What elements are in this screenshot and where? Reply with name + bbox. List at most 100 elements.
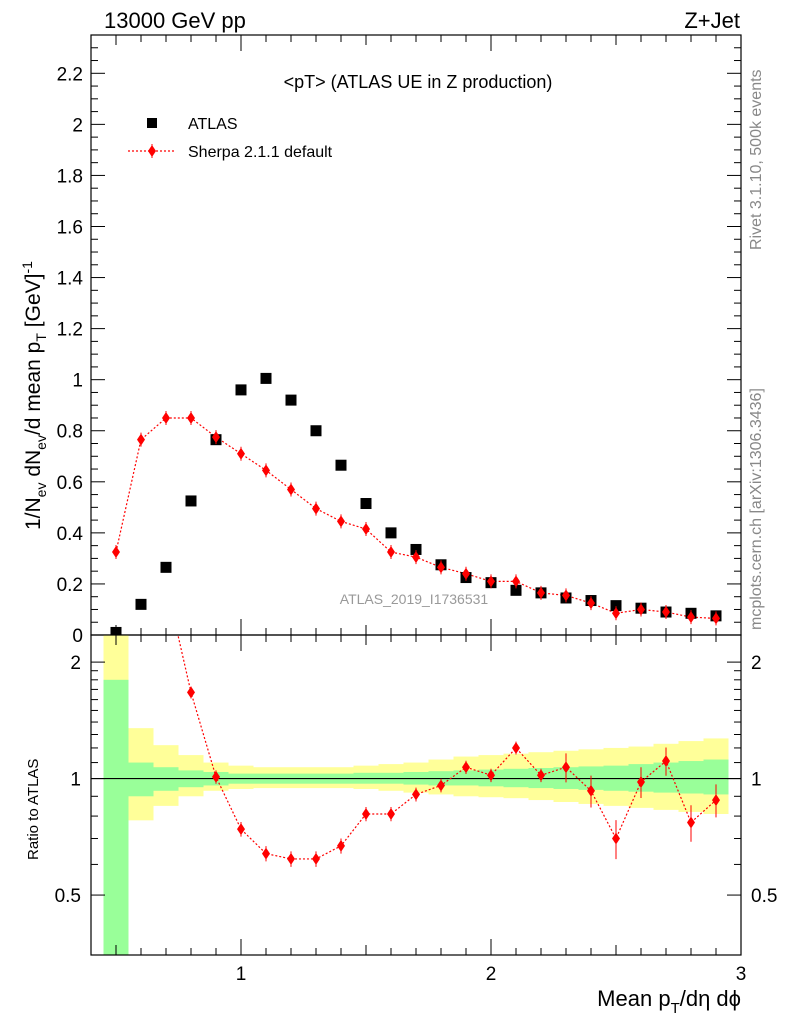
ratio-ytick-label: 1 — [70, 770, 81, 791]
legend: ATLAS Sherpa 2.1.1 default — [128, 116, 333, 161]
band-inner — [678, 761, 704, 794]
ratio-series-group — [177, 635, 720, 867]
sherpa-point — [512, 575, 520, 588]
ratio-point — [287, 852, 295, 865]
sherpa-point — [187, 411, 195, 424]
sherpa-point — [262, 464, 270, 477]
rivet-label: Rivet 3.1.10, 500k events — [748, 69, 765, 250]
ratio-xtick-label: 3 — [736, 964, 747, 985]
ratio-point — [462, 761, 470, 774]
main-ytick-label: 1.2 — [57, 320, 83, 341]
ratio-xtick-label: 2 — [486, 964, 497, 985]
header-right: Z+Jet — [684, 8, 740, 33]
ratio-ticks: 0.5 0.5 1 1 2 2 1 2 3 — [55, 635, 777, 985]
atlas-point — [185, 495, 197, 507]
main-ytick-label: 1.8 — [57, 166, 83, 187]
sherpa-point — [587, 597, 595, 610]
ratio-point — [612, 832, 620, 845]
sherpa-line — [115, 417, 717, 620]
sherpa-point — [487, 575, 495, 588]
atlas-point — [310, 425, 322, 437]
main-ytick-label: 0 — [72, 626, 83, 647]
atlas-point — [235, 384, 247, 396]
sherpa-point — [437, 561, 445, 574]
main-ytick-label: 2 — [72, 115, 83, 136]
legend-atlas-label: ATLAS — [188, 116, 238, 133]
ratio-point — [587, 784, 595, 797]
band-inner — [103, 679, 129, 955]
ratio-ytick-label-right: 0.5 — [751, 886, 777, 907]
main-panel: 0 0.2 0.4 0.6 0.8 1 1.2 1.4 1.6 1.8 2 2.2 <pT> (ATL… — [19, 34, 742, 647]
ratio-marks — [177, 635, 720, 867]
atlas-point — [135, 598, 147, 610]
legend-sherpa-marker — [148, 145, 156, 157]
sherpa-point — [312, 502, 320, 515]
atlas-point — [335, 459, 347, 471]
legend-sherpa-label: Sherpa 2.1.1 default — [188, 144, 333, 161]
main-ylabel: 1/Nev dNev/d mean pT [GeV]-1 — [19, 261, 49, 530]
ratio-point — [262, 847, 270, 860]
main-ytick-label: 1.4 — [57, 269, 84, 290]
ratio-xtick-label: 1 — [236, 964, 247, 985]
atlas-point — [510, 584, 522, 596]
atlas-point — [610, 600, 622, 612]
atlas-point — [410, 543, 422, 555]
ratio-ytick-label: 2 — [70, 653, 81, 674]
band-inner — [453, 770, 479, 786]
main-ytick-label: 1.6 — [57, 217, 83, 238]
ratio-ytick-label-right: 1 — [751, 770, 762, 791]
main-ytick-label: 0.8 — [57, 422, 83, 443]
ratio-point — [337, 839, 345, 852]
atlas-point — [360, 498, 372, 510]
ratio-point — [387, 807, 395, 820]
ratio-point — [362, 807, 370, 820]
sherpa-point — [712, 612, 720, 625]
ratio-xlabel: Mean pT/dη dϕ — [597, 986, 741, 1017]
band-inner — [128, 762, 154, 797]
sherpa-point — [562, 589, 570, 602]
atlas-point — [285, 394, 297, 406]
ratio-point — [537, 769, 545, 782]
ratio-frame — [90, 634, 742, 956]
sherpa-point — [112, 546, 120, 559]
sherpa-point — [212, 431, 220, 444]
sherpa-point — [137, 433, 145, 446]
main-ytick-label: 2.2 — [57, 64, 83, 85]
sherpa-point — [662, 606, 670, 619]
legend-atlas-marker — [147, 118, 157, 128]
ratio-point — [437, 779, 445, 792]
ratio-ytick-label: 0.5 — [55, 886, 81, 907]
atlas-point — [160, 561, 172, 573]
ratio-point — [712, 794, 720, 807]
ratio-point — [487, 769, 495, 782]
ratio-point — [237, 823, 245, 836]
main-ytick-label: 1 — [72, 371, 83, 392]
sherpa-point — [162, 411, 170, 424]
sherpa-point — [412, 551, 420, 564]
sherpa-point — [337, 515, 345, 528]
main-marks — [110, 372, 722, 638]
ratio-point — [512, 741, 520, 754]
ratio-ytick-label-right: 2 — [751, 653, 762, 674]
atlas-point — [260, 372, 272, 384]
ratio-point — [562, 761, 570, 774]
main-ytick-label: 0.6 — [57, 473, 83, 494]
main-title: <pT> (ATLAS UE in Z production) — [284, 72, 553, 92]
sherpa-point — [687, 611, 695, 624]
ratio-point — [187, 686, 195, 699]
sherpa-point — [537, 586, 545, 599]
sherpa-point — [387, 546, 395, 559]
main-ticks: 0 0.2 0.4 0.6 0.8 1 1.2 1.4 1.6 1.8 2 2.2 — [57, 34, 741, 647]
mcplots-label: mcplots.cern.ch [arXiv:1306.3436] — [748, 388, 765, 630]
main-ytick-label: 0.2 — [57, 575, 83, 596]
ratio-point — [637, 775, 645, 788]
header-left: 13000 GeV pp — [104, 8, 246, 33]
sherpa-point — [237, 447, 245, 460]
sherpa-point — [637, 603, 645, 616]
ratio-point — [412, 788, 420, 801]
analysis-watermark: ATLAS_2019_I1736531 — [340, 591, 489, 607]
sherpa-point — [612, 607, 620, 620]
ratio-point — [212, 770, 220, 783]
ratio-panel: 0.5 0.5 1 1 2 2 1 2 3 Ratio to ATLAS Mean pT/dη … — [25, 634, 777, 1017]
